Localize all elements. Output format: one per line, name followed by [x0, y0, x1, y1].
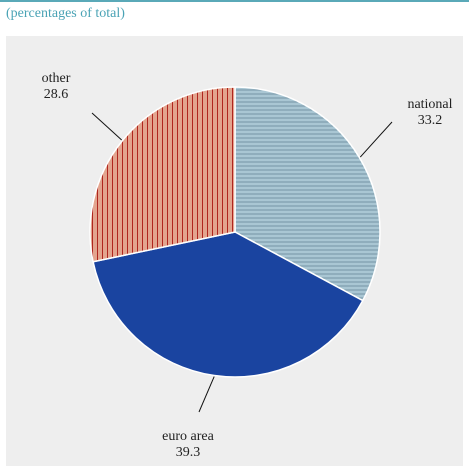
slice-value-euro-area: 39.3 [176, 445, 201, 460]
pie-slice-other [89, 86, 236, 263]
slice-label-national: national [407, 97, 452, 112]
leader-line-national [359, 121, 393, 158]
slice-value-other: 28.6 [44, 87, 69, 102]
top-rule [0, 0, 469, 2]
leader-line-other [91, 112, 123, 141]
pie-slice-euro-area [92, 231, 364, 378]
slice-label-euro-area: euro area [162, 429, 214, 444]
slice-label-other: other [42, 71, 71, 86]
pie-slice-national [234, 86, 381, 302]
leader-line-euro-area [198, 376, 215, 413]
slice-value-national: 33.2 [418, 113, 443, 128]
chart-subtitle: (percentages of total) [6, 6, 125, 21]
